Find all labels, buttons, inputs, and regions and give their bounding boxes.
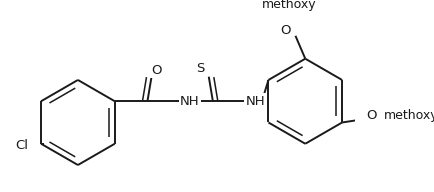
Text: O: O [151,64,162,77]
Text: NH: NH [180,95,200,108]
Text: Cl: Cl [15,139,28,152]
Text: O: O [366,109,377,122]
Text: NH: NH [246,95,265,108]
Text: O: O [280,24,291,37]
Text: methoxy: methoxy [384,109,434,122]
Text: methoxy: methoxy [262,0,316,11]
Text: S: S [197,62,205,75]
